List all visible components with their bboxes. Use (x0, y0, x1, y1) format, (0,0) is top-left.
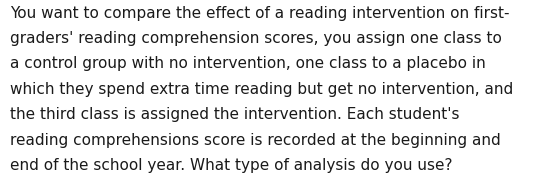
Text: graders' reading comprehension scores, you assign one class to: graders' reading comprehension scores, y… (10, 31, 502, 46)
Text: which they spend extra time reading but get no intervention, and: which they spend extra time reading but … (10, 82, 513, 97)
Text: end of the school year. What type of analysis do you use?: end of the school year. What type of ana… (10, 158, 453, 173)
Text: reading comprehensions score is recorded at the beginning and: reading comprehensions score is recorded… (10, 133, 501, 148)
Text: You want to compare the effect of a reading intervention on first-: You want to compare the effect of a read… (10, 6, 509, 21)
Text: the third class is assigned the intervention. Each student's: the third class is assigned the interven… (10, 107, 460, 122)
Text: a control group with no intervention, one class to a placebo in: a control group with no intervention, on… (10, 56, 486, 71)
